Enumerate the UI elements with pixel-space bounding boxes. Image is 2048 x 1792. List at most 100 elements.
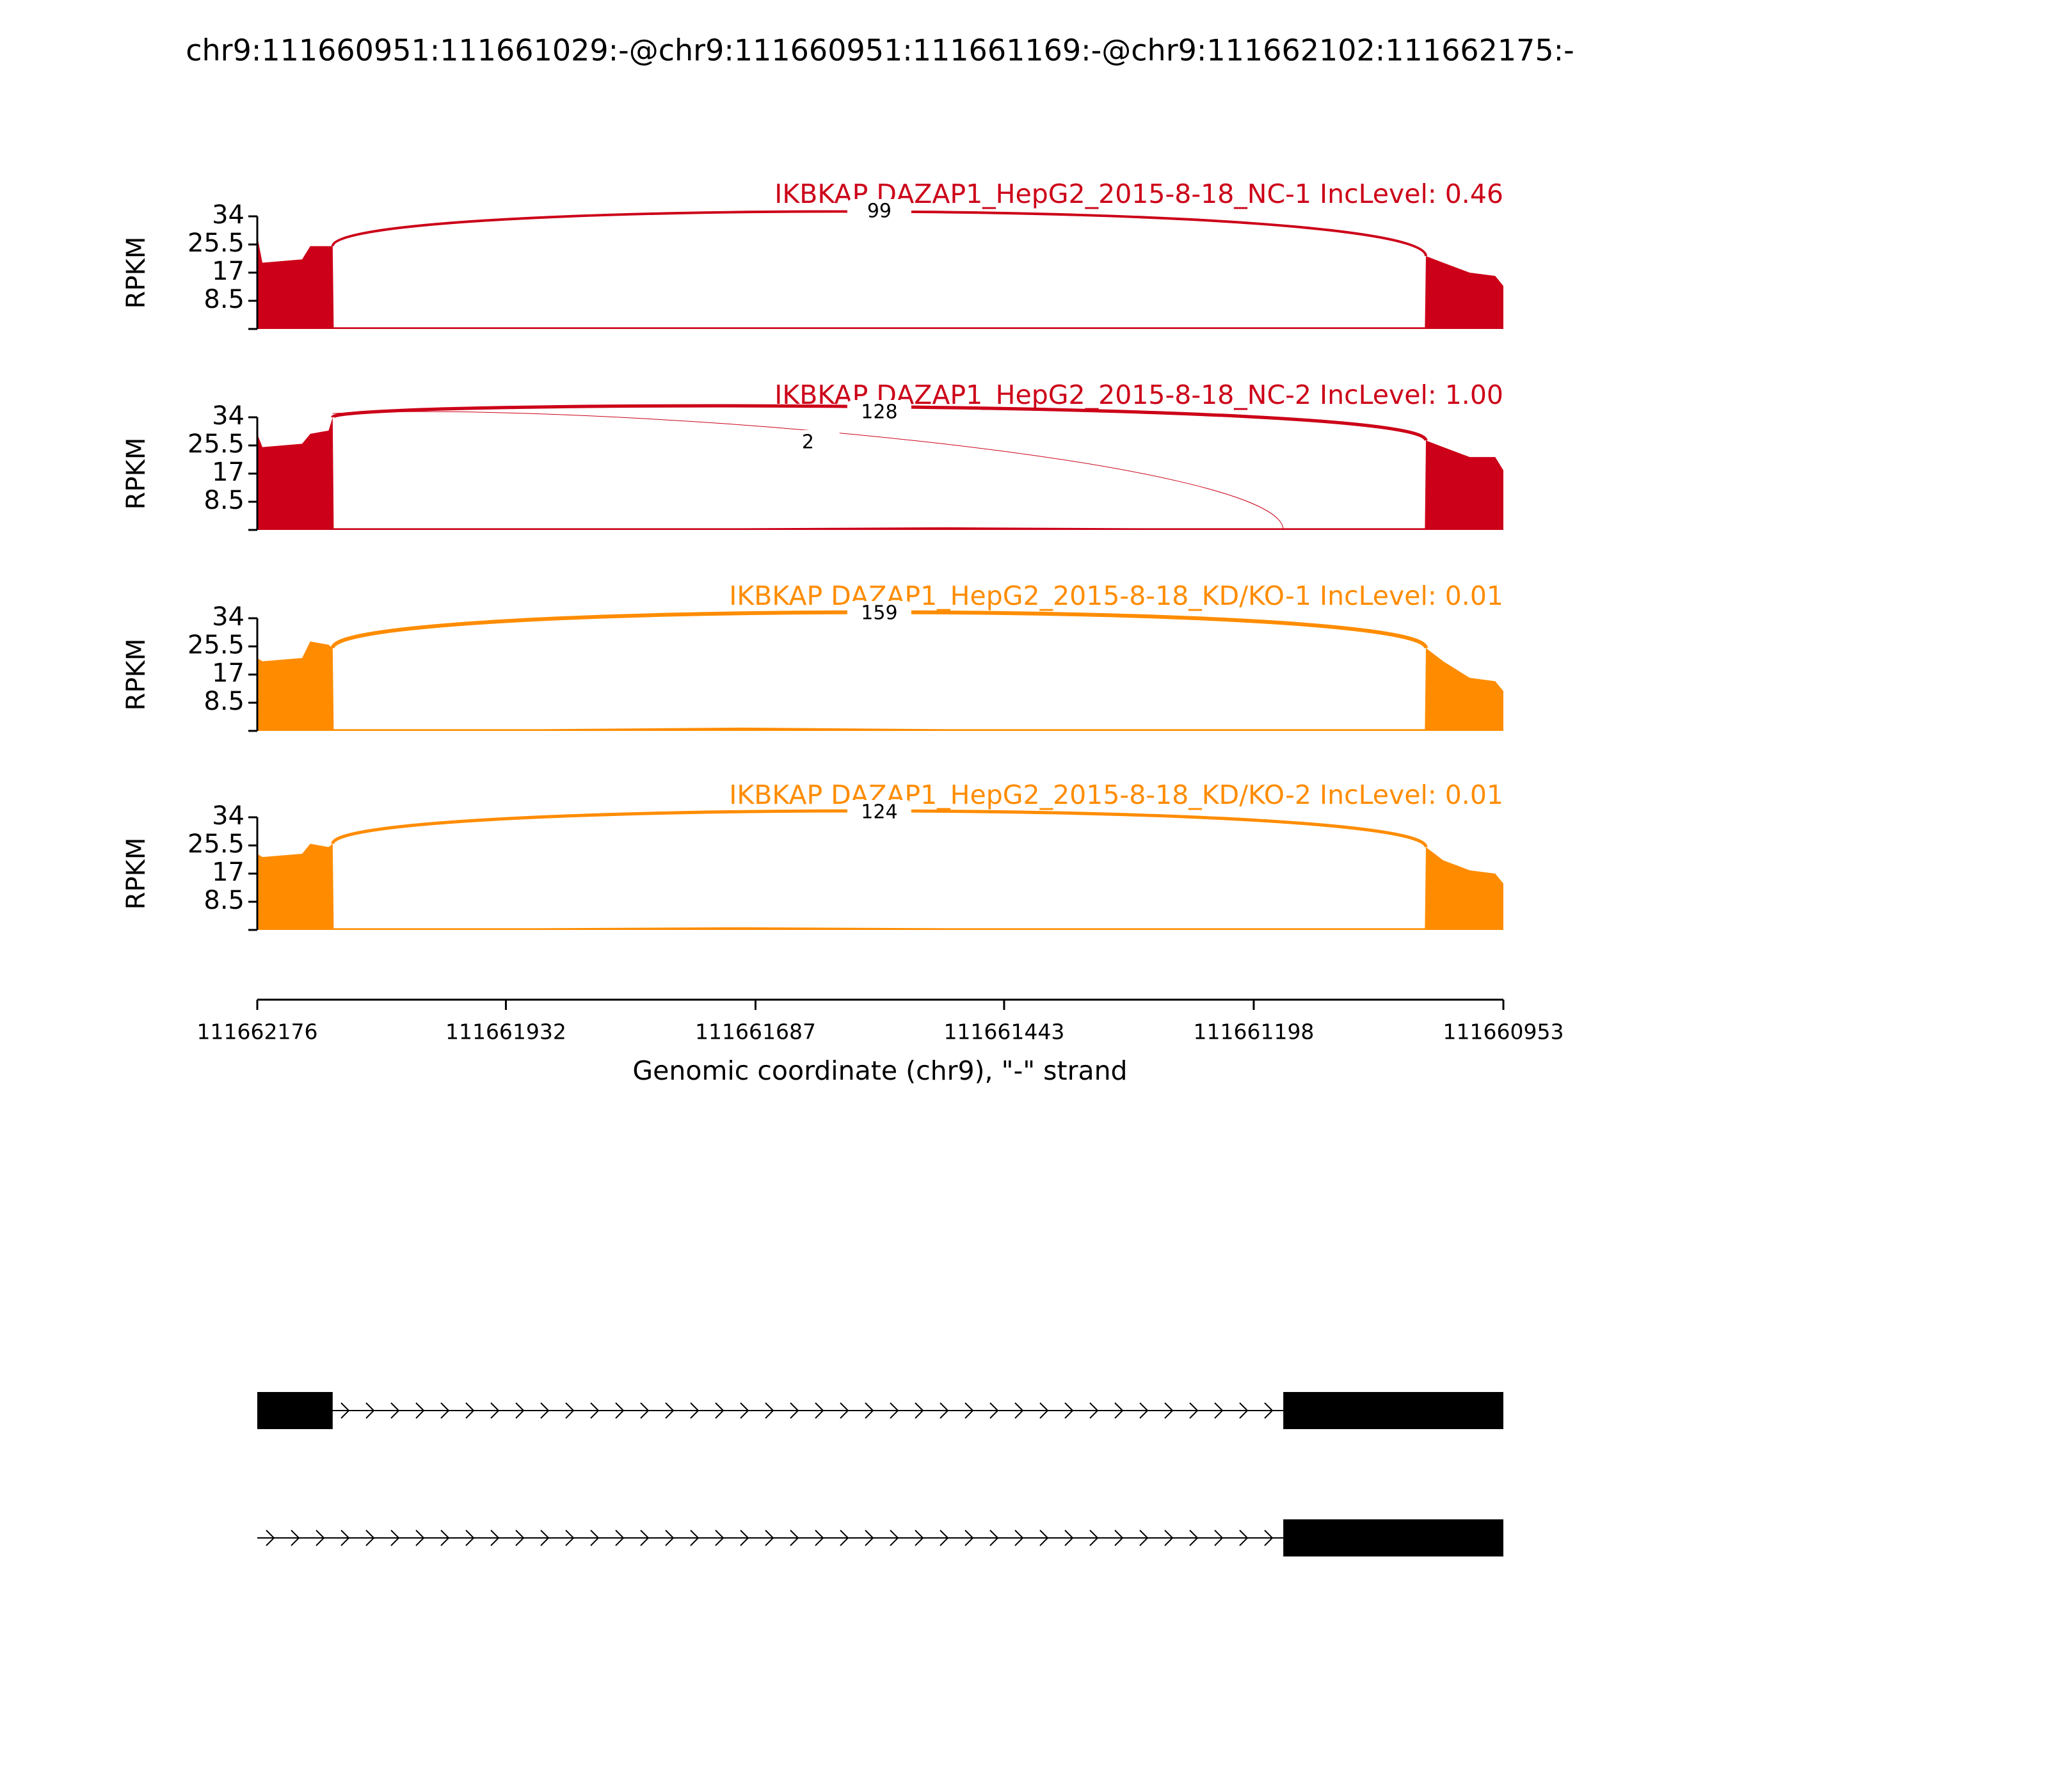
strand-chevron <box>1114 1402 1124 1419</box>
strand-chevron <box>316 1530 325 1546</box>
strand-chevron <box>1039 1402 1049 1419</box>
strand-chevron <box>1014 1402 1024 1419</box>
strand-chevron <box>266 1530 275 1546</box>
coverage-area <box>257 236 1503 329</box>
junction-count: 128 <box>861 401 897 424</box>
strand-chevron <box>1114 1530 1124 1546</box>
strand-chevron <box>665 1530 675 1546</box>
junction-count: 124 <box>861 801 897 824</box>
panel-label: IKBKAP DAZAP1_HepG2_2015-8-18_KD/KO-1 In… <box>729 580 1503 611</box>
strand-chevron <box>1014 1530 1024 1546</box>
junction-label-bg <box>776 430 840 456</box>
strand-chevron <box>1239 1402 1249 1419</box>
strand-chevron <box>490 1530 500 1546</box>
strand-chevron <box>665 1402 675 1419</box>
strand-chevron <box>465 1402 475 1419</box>
strand-chevron <box>465 1530 475 1546</box>
y-axis-label: RPKM <box>122 639 151 711</box>
exon-block <box>1283 1392 1503 1429</box>
x-tick-label: 111661932 <box>445 1020 566 1044</box>
strand-chevron <box>340 1402 350 1419</box>
strand-chevron <box>390 1402 400 1419</box>
strand-chevron <box>1064 1402 1074 1419</box>
strand-chevron <box>815 1530 824 1546</box>
strand-chevron <box>440 1530 450 1546</box>
strand-chevron <box>340 1530 350 1546</box>
junction-label-bg <box>847 800 911 826</box>
strand-chevron <box>765 1530 774 1546</box>
y-tick-label: 34 <box>212 801 244 831</box>
strand-chevron <box>1164 1402 1174 1419</box>
strand-chevron <box>1264 1530 1274 1546</box>
junction-count: 99 <box>867 200 892 223</box>
strand-chevron <box>840 1402 849 1419</box>
strand-chevron <box>1189 1402 1199 1419</box>
strand-chevron <box>1139 1530 1149 1546</box>
coverage-area <box>257 844 1503 930</box>
strand-chevron <box>1189 1530 1199 1546</box>
y-tick-label: 25.5 <box>188 630 244 660</box>
y-axis-label: RPKM <box>122 838 151 910</box>
strand-chevron <box>640 1530 650 1546</box>
strand-chevron <box>690 1402 700 1419</box>
panel-label: IKBKAP DAZAP1_HepG2_2015-8-18_KD/KO-2 In… <box>729 780 1503 810</box>
x-tick-label: 111660953 <box>1443 1020 1564 1044</box>
y-tick-label: 17 <box>212 858 244 887</box>
strand-chevron <box>989 1530 999 1546</box>
strand-chevron <box>740 1530 749 1546</box>
x-tick-label: 111661443 <box>943 1020 1064 1044</box>
strand-chevron <box>515 1402 525 1419</box>
strand-chevron <box>590 1530 600 1546</box>
strand-chevron <box>865 1402 874 1419</box>
strand-chevron <box>291 1530 300 1546</box>
strand-chevron <box>1139 1402 1149 1419</box>
strand-chevron <box>365 1530 375 1546</box>
y-tick-label: 8.5 <box>204 486 244 515</box>
junction-count: 2 <box>802 431 814 454</box>
y-tick-label: 34 <box>212 401 244 431</box>
y-tick-label: 8.5 <box>204 285 244 314</box>
strand-chevron <box>515 1530 525 1546</box>
strand-chevron <box>390 1530 400 1546</box>
strand-chevron <box>790 1530 799 1546</box>
strand-chevron <box>490 1402 500 1419</box>
y-axis-label: RPKM <box>122 438 151 510</box>
strand-chevron <box>540 1530 550 1546</box>
strand-chevron <box>615 1530 625 1546</box>
exon-block <box>1283 1519 1503 1556</box>
strand-chevron <box>915 1530 924 1546</box>
strand-chevron <box>1039 1530 1049 1546</box>
strand-chevron <box>1214 1530 1224 1546</box>
junction-label-bg <box>847 400 911 426</box>
strand-chevron <box>365 1402 375 1419</box>
chart-title: chr9:111660951:111661029:-@chr9:11166095… <box>186 33 1574 68</box>
strand-chevron <box>590 1402 600 1419</box>
x-tick-label: 111661687 <box>695 1020 816 1044</box>
y-axis-label: RPKM <box>122 237 151 309</box>
strand-chevron <box>715 1402 724 1419</box>
y-tick-label: 8.5 <box>204 886 244 915</box>
strand-chevron <box>1164 1530 1174 1546</box>
y-tick-label: 34 <box>212 602 244 632</box>
strand-chevron <box>540 1402 550 1419</box>
coverage-area <box>257 641 1503 731</box>
strand-chevron <box>1264 1402 1274 1419</box>
y-tick-label: 25.5 <box>188 829 244 859</box>
strand-chevron <box>840 1530 849 1546</box>
strand-chevron <box>715 1530 724 1546</box>
x-tick-label: 111661198 <box>1193 1020 1314 1044</box>
strand-chevron <box>765 1402 774 1419</box>
strand-chevron <box>1064 1530 1074 1546</box>
junction-label-bg <box>847 601 911 627</box>
strand-chevron <box>690 1530 700 1546</box>
strand-chevron <box>940 1402 949 1419</box>
strand-chevron <box>1239 1530 1249 1546</box>
coverage-area <box>257 417 1503 530</box>
strand-chevron <box>415 1402 425 1419</box>
y-tick-label: 17 <box>212 458 244 487</box>
strand-chevron <box>640 1402 650 1419</box>
strand-chevron <box>565 1402 575 1419</box>
strand-chevron <box>915 1402 924 1419</box>
strand-chevron <box>890 1402 899 1419</box>
strand-chevron <box>740 1402 749 1419</box>
